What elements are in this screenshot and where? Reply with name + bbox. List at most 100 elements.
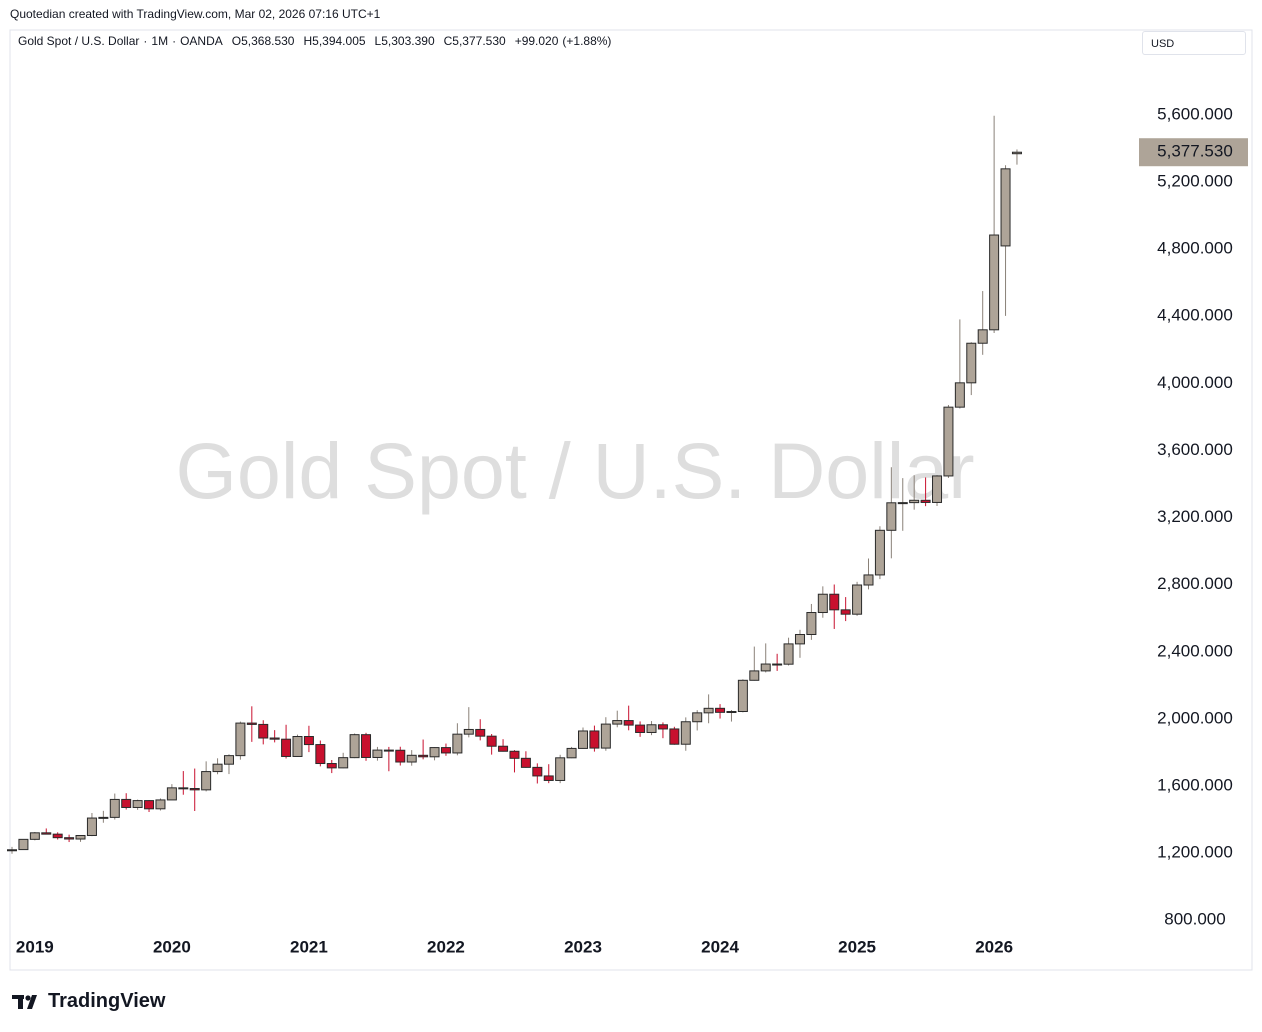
y-tick-label: 2,000.000: [1157, 708, 1233, 727]
candle-body: [1011, 151, 1022, 155]
candle-body: [18, 838, 29, 851]
c-key: C: [443, 34, 453, 48]
low-value: 5,303.390: [381, 34, 435, 48]
separator: ·: [172, 34, 177, 48]
candle-body: [737, 679, 748, 713]
y-tick-label: 1,200.000: [1157, 843, 1233, 862]
open-value: 5,368.530: [241, 34, 295, 48]
candle-body: [246, 722, 257, 725]
y-tick-label: 4,400.000: [1157, 306, 1233, 325]
x-tick-label: 2026: [975, 937, 1013, 956]
y-tick-label: 2,400.000: [1157, 641, 1233, 660]
brand-logo: [12, 994, 37, 1009]
exchange: OANDA: [180, 34, 223, 48]
candle-body: [989, 234, 1000, 331]
candle-body: [75, 834, 86, 840]
candle-body: [897, 502, 908, 505]
candle-body: [966, 342, 977, 384]
candle-body: [98, 816, 109, 819]
candle-body: [749, 670, 760, 681]
x-tick-label: 2021: [290, 937, 328, 956]
candle-body: [326, 763, 337, 769]
candle-body: [223, 755, 234, 765]
candle-body: [715, 707, 726, 713]
candle-body: [315, 744, 326, 765]
candle-body: [954, 382, 965, 408]
candle-body: [657, 724, 668, 730]
last-price-badge: [1139, 138, 1248, 167]
candle-body: [212, 763, 223, 773]
symbol: Gold Spot / U.S. Dollar: [18, 34, 140, 48]
candle-body: [932, 475, 943, 503]
candle-body: [281, 738, 292, 757]
candle-body: [635, 724, 646, 733]
candle-body: [772, 663, 783, 666]
candle-body: [7, 849, 17, 852]
candle-body: [498, 745, 509, 752]
currency-button[interactable]: USD: [1142, 31, 1246, 55]
candle-body: [863, 574, 874, 586]
candle-body: [532, 766, 543, 777]
candle-body: [977, 329, 988, 344]
candle-body: [520, 757, 531, 768]
candle-body: [395, 749, 406, 763]
candle-body: [829, 593, 840, 611]
o-key: O: [231, 34, 242, 48]
watermark: Gold Spot / U.S. Dollar: [175, 426, 974, 515]
y-tick-label: 5,600.000: [1157, 104, 1233, 123]
candle-body: [612, 720, 623, 725]
legend: Gold Spot / U.S. Dollar · 1M · OANDA O5,…: [18, 34, 611, 48]
candle-body: [418, 754, 429, 758]
candle-body: [852, 584, 863, 615]
candle-body: [121, 798, 132, 808]
candle-body: [943, 406, 954, 477]
candle-body: [166, 787, 177, 801]
candle-body: [132, 800, 143, 808]
candle-body: [566, 747, 577, 759]
candle-body: [1000, 168, 1011, 247]
candle-body: [383, 749, 394, 752]
candle-body: [589, 730, 600, 749]
candle-body: [920, 499, 931, 503]
y-tick-label: 4,000.000: [1157, 373, 1233, 392]
candle-body: [29, 832, 40, 840]
candle-body: [578, 730, 588, 749]
last-price-label: 5,377.530: [1157, 142, 1233, 161]
candle-body: [64, 837, 75, 840]
candle-body: [258, 723, 269, 739]
y-tick-label: 3,600.000: [1157, 440, 1233, 459]
pane-border: [9, 29, 1253, 971]
y-tick-label: 4,800.000: [1157, 239, 1233, 258]
change: +99.020: [514, 34, 559, 48]
candle-body: [486, 735, 497, 747]
y-tick-label: 5,200.000: [1157, 171, 1233, 190]
candle-body: [680, 721, 691, 745]
high-value: 5,394.005: [312, 34, 366, 48]
candle-body: [406, 754, 417, 763]
candle-body: [269, 737, 280, 740]
candle-body: [692, 712, 703, 723]
candle-body: [806, 612, 817, 635]
candle-body: [874, 529, 885, 576]
candle-body: [509, 750, 520, 759]
change-pct: (+1.88%): [562, 34, 612, 48]
candle-body: [703, 707, 714, 714]
candle-body: [292, 736, 303, 757]
y-tick-label: 800.000: [1164, 910, 1225, 929]
candle-body: [840, 609, 851, 615]
x-tick-label: 2020: [153, 937, 191, 956]
candle-body: [109, 798, 120, 818]
x-tick-label: 2019: [16, 937, 54, 956]
candle-body: [41, 832, 52, 835]
candle-body: [817, 593, 828, 614]
x-tick-label: 2025: [838, 937, 876, 956]
x-tick-label: 2023: [564, 937, 602, 956]
candle-body: [669, 728, 680, 745]
candle-body: [646, 724, 657, 733]
candle-body: [372, 749, 383, 758]
y-tick-label: 1,600.000: [1157, 775, 1233, 794]
candle-body: [886, 502, 897, 531]
y-tick-label: 2,800.000: [1157, 574, 1233, 593]
candle-body: [189, 788, 200, 791]
